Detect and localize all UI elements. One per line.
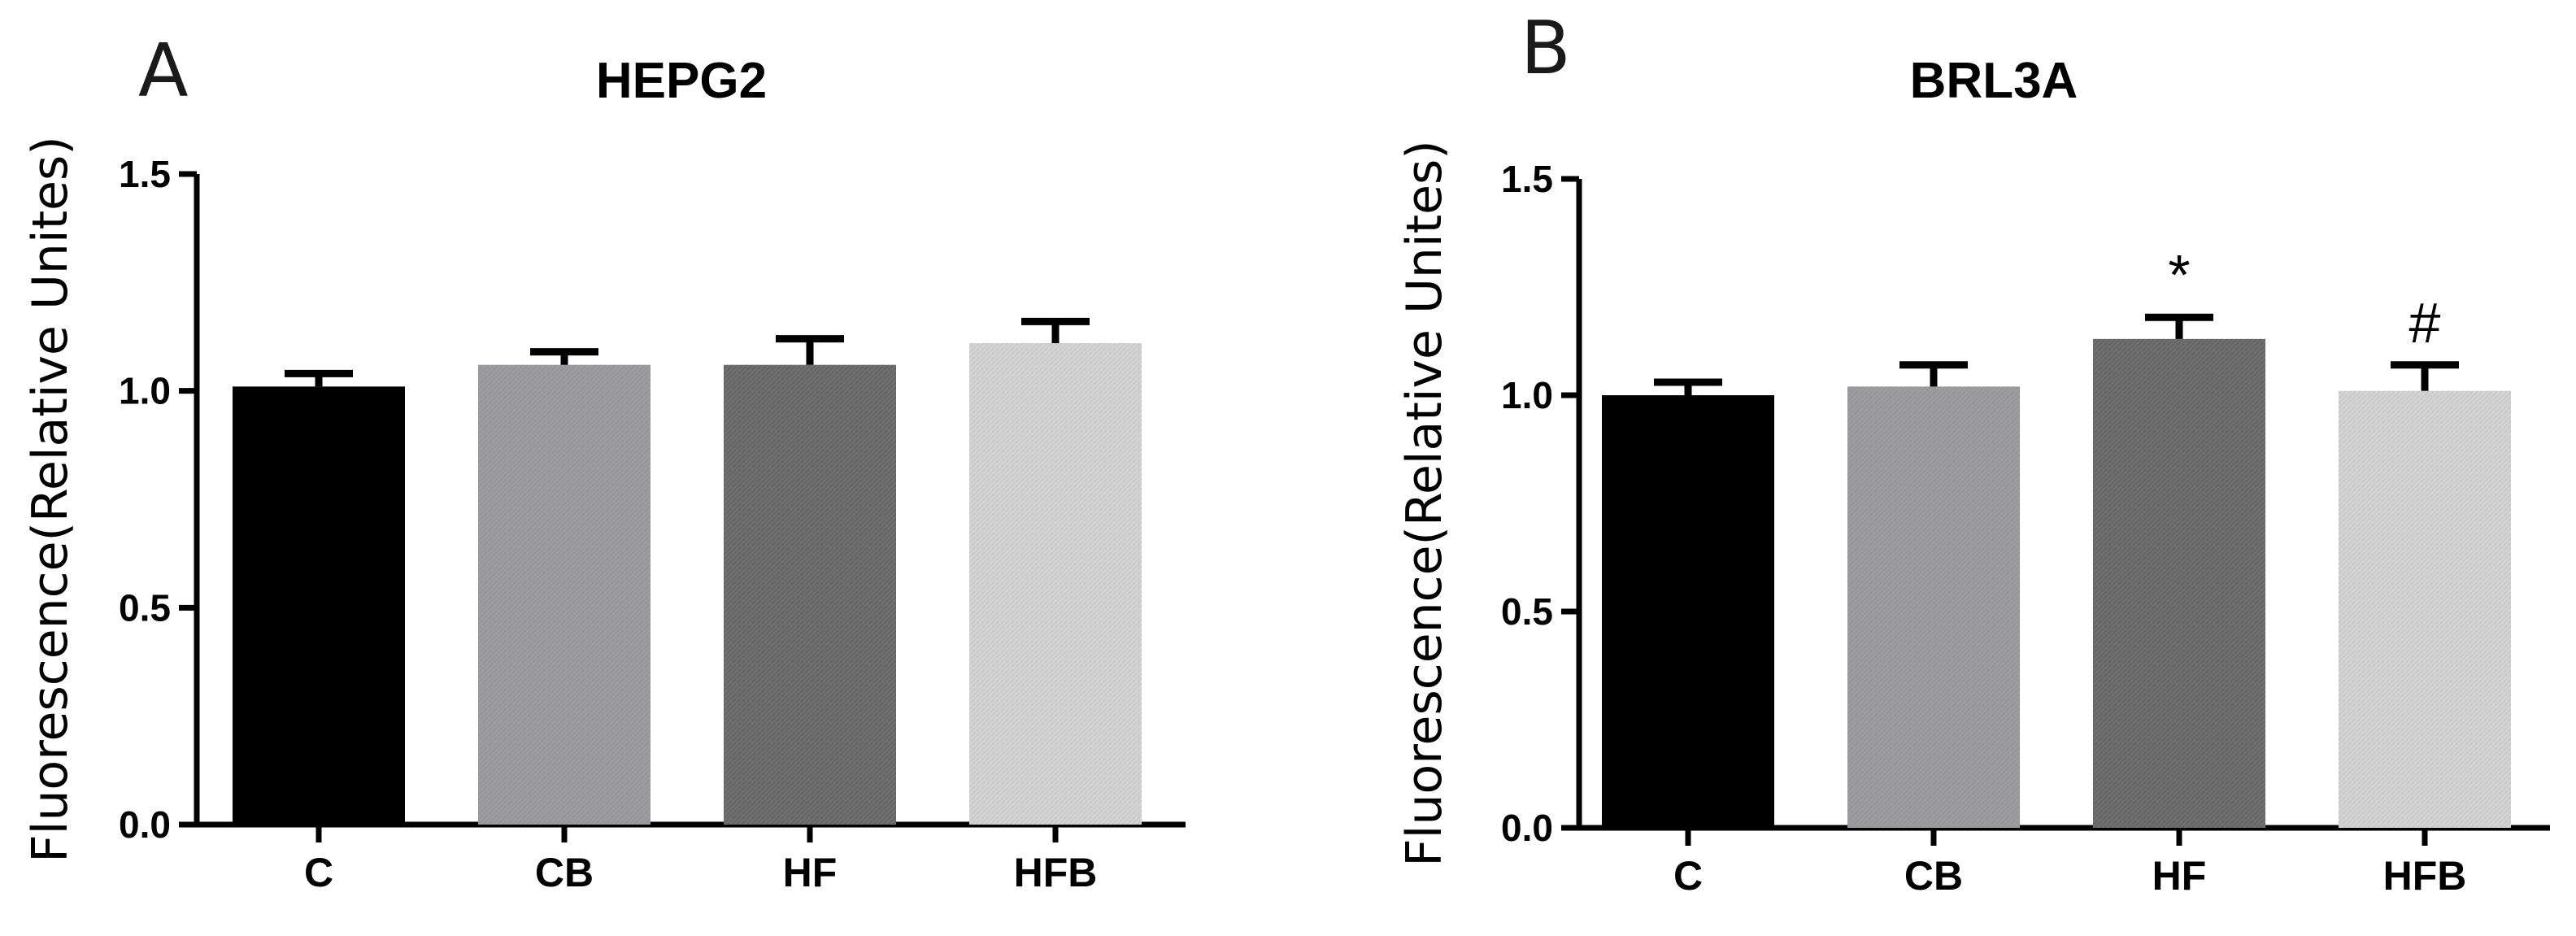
- panel-a-bar-c: [233, 386, 405, 825]
- panel-a-y-tick-label-1: 0.5: [119, 586, 171, 629]
- panel-b-annotation-hf: *: [2168, 243, 2190, 307]
- panel-b-annotation-hfb: #: [2409, 291, 2441, 355]
- panel-a-y-axis-label: Fluorescence(Relative Unites): [22, 136, 79, 862]
- panel-a-y-tick-label-3: 1.5: [119, 153, 171, 195]
- panel-a-title: HEPG2: [596, 53, 767, 109]
- panel-a-x-tick-label-3: HFB: [1014, 850, 1098, 895]
- panel-a-bar-hf: [724, 364, 896, 825]
- panel-b-y-tick-label-0: 0.0: [1501, 807, 1553, 849]
- panel-b-y-tick-label-3: 1.5: [1501, 158, 1553, 200]
- panel-b-bar-cb: [1847, 386, 2020, 828]
- panel-a-letter: A: [138, 28, 189, 114]
- panel-b-x-tick-label-0: C: [1673, 853, 1703, 899]
- panel-a-y-tick-label-2: 1.0: [119, 370, 171, 412]
- panel-a-x-tick-label-2: HF: [783, 850, 838, 895]
- panel-a-x-tick-label-1: CB: [535, 850, 594, 895]
- panel-b-x-tick-label-1: CB: [1904, 853, 1963, 899]
- panel-a-y-tick-label-0: 0.0: [119, 803, 171, 846]
- panel-a-bar-hfb: [969, 343, 1142, 825]
- panel-a-x-tick-label-0: C: [304, 850, 333, 895]
- panel-b-y-tick-label-2: 1.0: [1501, 374, 1553, 416]
- panel-b-y-tick-label-1: 0.5: [1501, 590, 1553, 633]
- panel-b-bar-c: [1602, 395, 1774, 828]
- panel-b-bar-hfb: [2339, 390, 2511, 828]
- panel-b-title: BRL3A: [1910, 53, 2078, 109]
- panel-b-bar-hf: [2093, 338, 2265, 829]
- panel-a-bar-cb: [478, 364, 651, 825]
- panel-b-x-tick-label-3: HFB: [2383, 853, 2467, 899]
- panel-b-letter: B: [1521, 6, 1571, 91]
- panel-b-x-tick-label-2: HF: [2152, 853, 2207, 899]
- panel-b-y-axis-label: Fluorescence(Relative Unites): [1396, 140, 1453, 866]
